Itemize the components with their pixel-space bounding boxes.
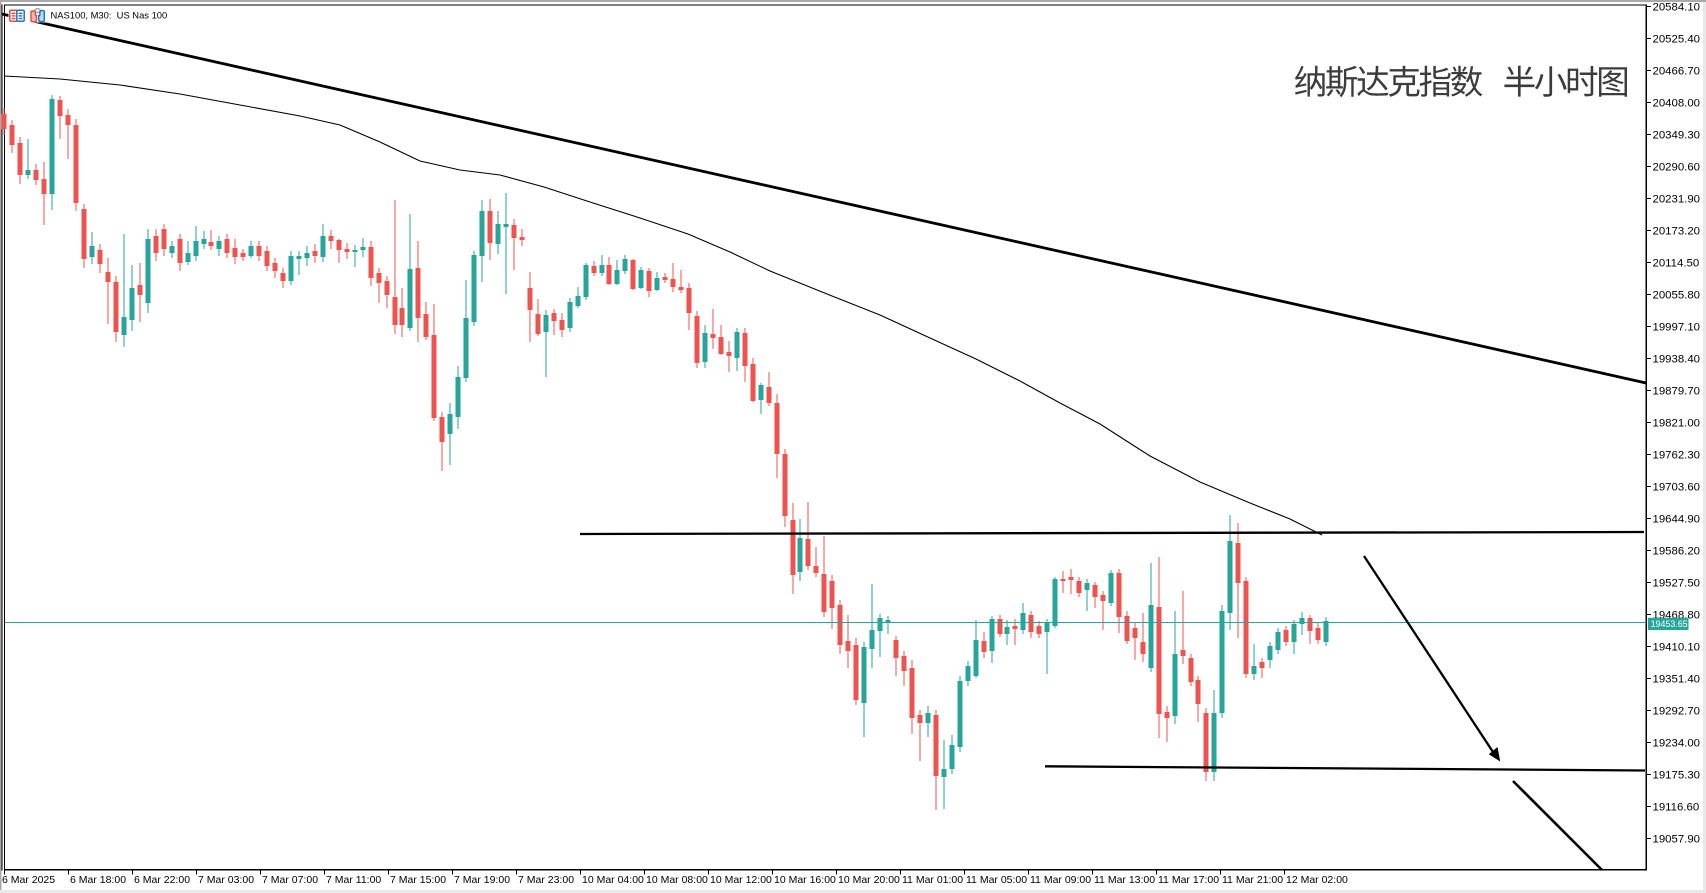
svg-text:20290.60: 20290.60 [1653, 162, 1701, 174]
svg-text:19586.20: 19586.20 [1653, 546, 1701, 558]
svg-text:19410.10: 19410.10 [1653, 642, 1701, 654]
svg-text:19057.90: 19057.90 [1653, 834, 1701, 846]
svg-text:10 Mar 16:00: 10 Mar 16:00 [774, 874, 836, 886]
svg-text:11 Mar 05:00: 11 Mar 05:00 [966, 874, 1027, 886]
svg-text:20173.20: 20173.20 [1653, 226, 1701, 238]
svg-text:11 Mar 17:00: 11 Mar 17:00 [1158, 874, 1219, 886]
svg-text:20055.80: 20055.80 [1653, 290, 1701, 302]
svg-text:7 Mar 03:00: 7 Mar 03:00 [198, 874, 254, 886]
svg-text:19292.70: 19292.70 [1653, 706, 1701, 718]
svg-text:19997.10: 19997.10 [1653, 322, 1701, 334]
svg-text:19938.40: 19938.40 [1653, 354, 1701, 366]
svg-text:19234.00: 19234.00 [1653, 738, 1701, 750]
svg-text:20466.70: 20466.70 [1653, 66, 1701, 78]
svg-text:19821.00: 19821.00 [1653, 418, 1701, 430]
svg-text:19527.50: 19527.50 [1653, 578, 1701, 590]
svg-text:10 Mar 12:00: 10 Mar 12:00 [710, 874, 772, 886]
svg-text:19116.60: 19116.60 [1653, 802, 1700, 814]
svg-text:10 Mar 20:00: 10 Mar 20:00 [838, 874, 900, 886]
svg-text:7 Mar 07:00: 7 Mar 07:00 [262, 874, 318, 886]
svg-text:11 Mar 21:00: 11 Mar 21:00 [1222, 874, 1283, 886]
svg-text:11 Mar 01:00: 11 Mar 01:00 [902, 874, 963, 886]
svg-text:11 Mar 13:00: 11 Mar 13:00 [1094, 874, 1155, 886]
svg-text:20231.90: 20231.90 [1653, 194, 1701, 206]
svg-text:19453.65: 19453.65 [1651, 619, 1688, 629]
svg-text:7 Mar 19:00: 7 Mar 19:00 [454, 874, 510, 886]
svg-text:11 Mar 09:00: 11 Mar 09:00 [1030, 874, 1091, 886]
svg-text:12 Mar 02:00: 12 Mar 02:00 [1286, 874, 1348, 886]
svg-text:10 Mar 04:00: 10 Mar 04:00 [582, 874, 644, 886]
svg-text:19879.70: 19879.70 [1653, 386, 1701, 398]
svg-text:19175.30: 19175.30 [1653, 770, 1701, 782]
svg-text:NAS100, M30: US Nas 100: NAS100, M30: US Nas 100 [51, 10, 168, 21]
svg-text:10 Mar 08:00: 10 Mar 08:00 [646, 874, 708, 886]
svg-text:6 Mar 18:00: 6 Mar 18:00 [70, 874, 126, 886]
svg-text:19644.90: 19644.90 [1653, 514, 1701, 526]
svg-text:19703.60: 19703.60 [1653, 482, 1701, 494]
svg-text:20114.50: 20114.50 [1653, 258, 1700, 270]
svg-text:20525.40: 20525.40 [1653, 34, 1701, 46]
svg-text:7 Mar 23:00: 7 Mar 23:00 [518, 874, 574, 886]
svg-text:19762.30: 19762.30 [1653, 450, 1701, 462]
svg-text:6 Mar 2025: 6 Mar 2025 [2, 874, 55, 886]
svg-text:7 Mar 15:00: 7 Mar 15:00 [390, 874, 446, 886]
svg-text:20349.30: 20349.30 [1653, 130, 1701, 142]
svg-text:7 Mar 11:00: 7 Mar 11:00 [326, 874, 381, 886]
svg-text:20584.10: 20584.10 [1653, 2, 1701, 14]
svg-text:19351.40: 19351.40 [1653, 674, 1701, 686]
svg-text:20408.00: 20408.00 [1653, 98, 1701, 110]
svg-text:6 Mar 22:00: 6 Mar 22:00 [134, 874, 190, 886]
